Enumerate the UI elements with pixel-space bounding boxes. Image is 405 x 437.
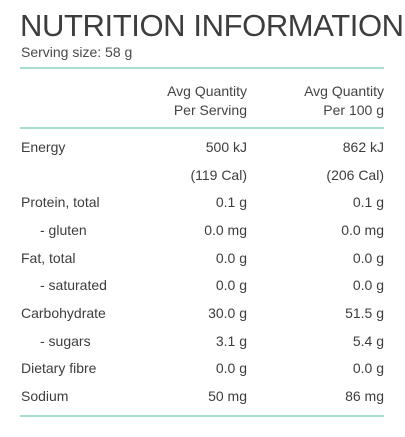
per-100g-value: 0.0 g xyxy=(352,250,384,266)
header-per-100g: Avg Quantity Per 100 g xyxy=(304,82,384,120)
per-serving-value: 0.0 mg xyxy=(204,222,247,238)
row-label: Carbohydrate xyxy=(21,305,106,321)
per-100g-value: 51.5 g xyxy=(345,305,384,321)
per-100g-value: 0.0 mg xyxy=(341,222,384,238)
table-row-sugars: - sugars 3.1 g 5.4 g xyxy=(0,333,405,357)
table-row-protein: Protein, total 0.1 g 0.1 g xyxy=(0,194,405,218)
divider-top xyxy=(20,67,384,69)
header-per-100g-line1: Avg Quantity xyxy=(304,83,384,99)
per-serving-value: 0.0 g xyxy=(215,250,247,266)
per-100g-value: 5.4 g xyxy=(352,333,384,349)
per-serving-value: 0.0 g xyxy=(215,360,247,376)
table-row-sodium: Sodium 50 mg 86 mg xyxy=(0,388,405,412)
table-row-carbohydrate: Carbohydrate 30.0 g 51.5 g xyxy=(0,305,405,329)
row-label: Protein, total xyxy=(21,194,100,210)
table-row-energy-kj: Energy 500 kJ 862 kJ xyxy=(0,139,405,163)
table-row-dietary-fibre: Dietary fibre 0.0 g 0.0 g xyxy=(0,360,405,384)
per-100g-value: (206 Cal) xyxy=(326,167,384,183)
per-100g-value: 0.0 g xyxy=(352,360,384,376)
per-100g-value: 0.0 g xyxy=(352,277,384,293)
per-100g-value: 86 mg xyxy=(345,388,384,404)
per-serving-value: 50 mg xyxy=(208,388,247,404)
table-row-fat: Fat, total 0.0 g 0.0 g xyxy=(0,250,405,274)
header-per-serving-line1: Avg Quantity xyxy=(167,83,247,99)
header-per-serving-line2: Per Serving xyxy=(173,102,247,118)
row-label: Fat, total xyxy=(21,250,76,266)
page-title: NUTRITION INFORMATION xyxy=(20,8,404,43)
header-per-serving: Avg Quantity Per Serving xyxy=(167,82,247,120)
per-serving-value: 0.1 g xyxy=(215,194,247,210)
per-100g-value: 0.1 g xyxy=(352,194,384,210)
table-row-gluten: - gluten 0.0 mg 0.0 mg xyxy=(0,222,405,246)
row-label: Energy xyxy=(21,139,66,155)
per-100g-value: 862 kJ xyxy=(342,139,384,155)
table-row-saturated: - saturated 0.0 g 0.0 g xyxy=(0,277,405,301)
table-row-energy-cal: (119 Cal) (206 Cal) xyxy=(0,167,405,191)
serving-size: Serving size: 58 g xyxy=(21,44,133,60)
row-label: - sugars xyxy=(40,333,91,349)
per-serving-value: (119 Cal) xyxy=(190,167,247,183)
row-label: Dietary fibre xyxy=(21,360,97,376)
per-serving-value: 30.0 g xyxy=(208,305,247,321)
per-serving-value: 500 kJ xyxy=(205,139,247,155)
header-per-100g-line2: Per 100 g xyxy=(323,102,384,118)
row-label: - saturated xyxy=(40,277,107,293)
divider-bottom xyxy=(20,415,384,417)
row-label: Sodium xyxy=(21,388,69,404)
per-serving-value: 0.0 g xyxy=(215,277,247,293)
per-serving-value: 3.1 g xyxy=(215,333,247,349)
divider-header xyxy=(20,127,384,129)
row-label: - gluten xyxy=(40,222,87,238)
